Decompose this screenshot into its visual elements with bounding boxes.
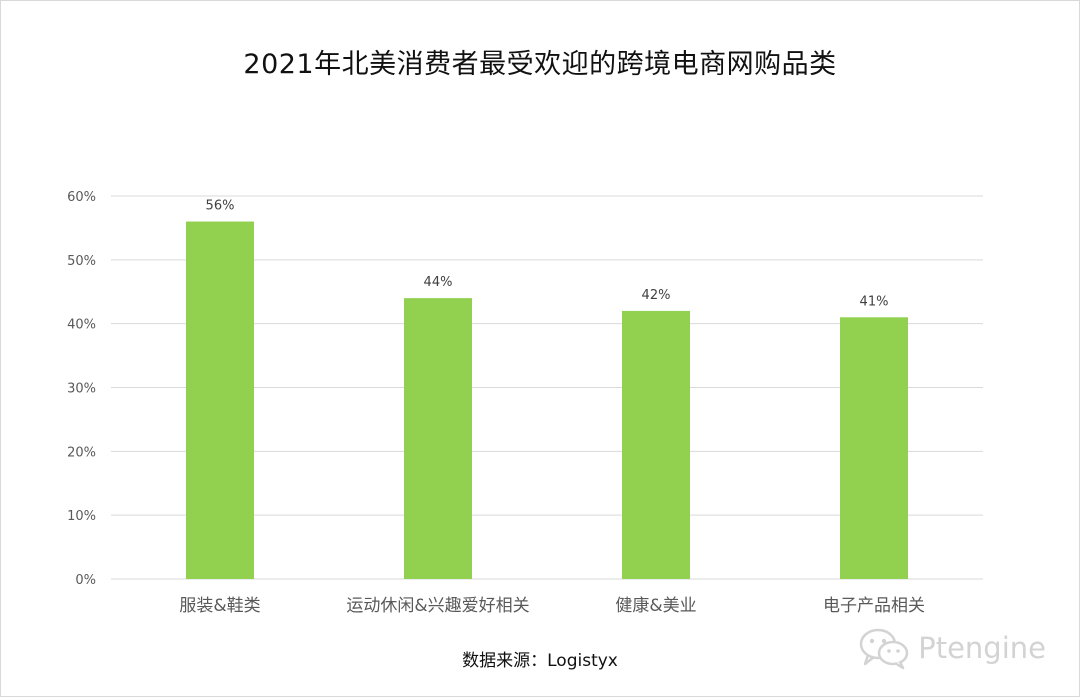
x-category-label: 服装&鞋类 bbox=[179, 596, 260, 616]
watermark-text: Ptengine bbox=[918, 631, 1046, 665]
y-tick-label: 30% bbox=[67, 382, 96, 397]
bar bbox=[404, 298, 472, 579]
watermark: Ptengine bbox=[858, 626, 1046, 670]
data-source: 数据来源：Logistyx bbox=[462, 651, 618, 671]
data-label: 41% bbox=[860, 294, 889, 309]
data-label: 56% bbox=[206, 199, 235, 214]
y-tick-label: 20% bbox=[67, 445, 96, 460]
data-label: 42% bbox=[642, 288, 671, 303]
bar bbox=[186, 221, 254, 580]
bar bbox=[840, 317, 908, 579]
y-tick-label: 60% bbox=[67, 190, 96, 205]
y-tick-label: 10% bbox=[67, 509, 96, 524]
x-category-label: 健康&美业 bbox=[615, 596, 696, 616]
x-category-label: 电子产品相关 bbox=[823, 596, 925, 616]
x-category-label: 运动休闲&兴趣爱好相关 bbox=[346, 596, 529, 616]
y-tick-label: 40% bbox=[67, 318, 96, 333]
y-tick-label: 50% bbox=[67, 254, 96, 269]
wechat-icon bbox=[859, 628, 909, 670]
y-tick-label: 0% bbox=[75, 573, 96, 588]
bar bbox=[622, 310, 690, 579]
chart-title: 2021年北美消费者最受欢迎的跨境电商网购品类 bbox=[243, 49, 837, 80]
data-label: 44% bbox=[424, 275, 453, 290]
